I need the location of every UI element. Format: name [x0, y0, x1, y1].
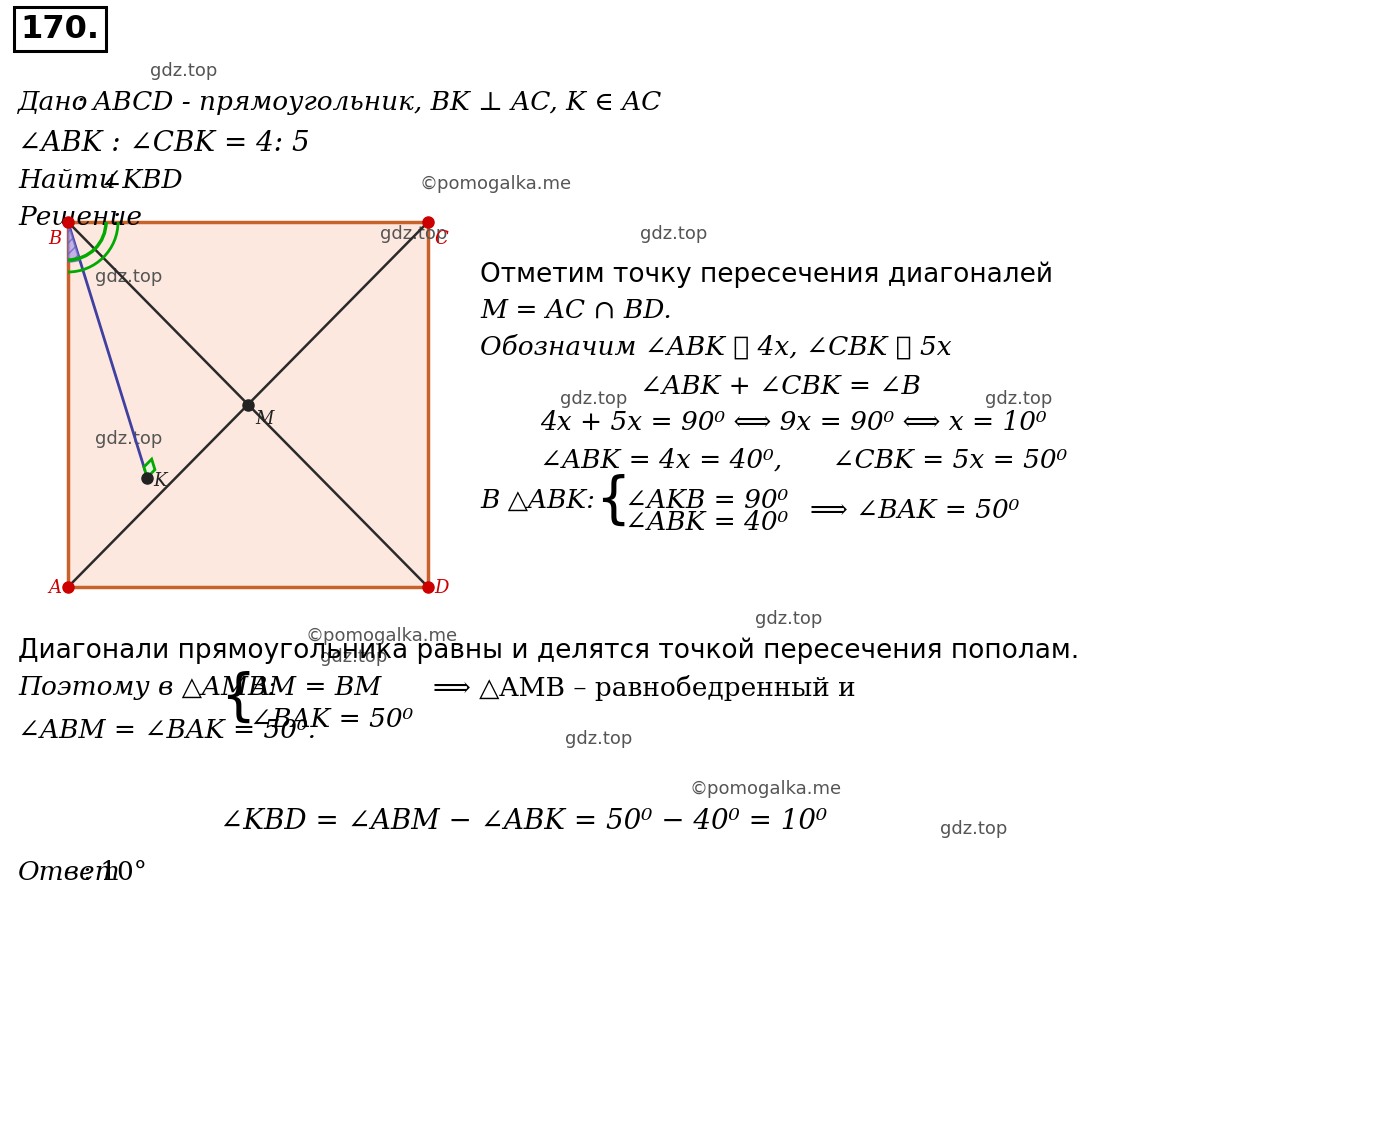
Text: D: D [434, 579, 448, 597]
Text: : ABCD - прямоугольник, BK ⊥ AC, K ∈ AC: : ABCD - прямоугольник, BK ⊥ AC, K ∈ AC [76, 90, 661, 115]
Text: gdz.top: gdz.top [95, 268, 162, 286]
Text: Обозначим ∠ABK ≝ 4x, ∠CBK ≝ 5x: Обозначим ∠ABK ≝ 4x, ∠CBK ≝ 5x [480, 334, 952, 359]
Text: gdz.top: gdz.top [939, 820, 1008, 838]
Text: B: B [48, 230, 62, 248]
Text: В △ABK:: В △ABK: [480, 488, 595, 513]
Text: ©pomogalka.me: ©pomogalka.me [305, 627, 458, 645]
Text: Отметим точку пересечения диагоналей: Отметим точку пересечения диагоналей [480, 262, 1053, 289]
Text: M = AC ∩ BD.: M = AC ∩ BD. [480, 298, 672, 323]
Text: Поэтому в △AMB:: Поэтому в △AMB: [18, 675, 276, 700]
Text: ∠ABK : ∠CBK = 4: 5: ∠ABK : ∠CBK = 4: 5 [18, 130, 309, 157]
Text: gdz.top: gdz.top [95, 430, 162, 448]
Text: Дано: Дано [18, 90, 88, 115]
Text: ⟹ △AMB – равнобедренный и: ⟹ △AMB – равнобедренный и [433, 675, 855, 701]
Text: 170.: 170. [21, 14, 99, 44]
Text: Диагонали прямоугольника равны и делятся точкой пересечения пополам.: Диагонали прямоугольника равны и делятся… [18, 638, 1079, 665]
Text: Найти: Найти [18, 168, 116, 193]
Text: ⟹ ∠BAK = 50⁰: ⟹ ∠BAK = 50⁰ [811, 498, 1019, 523]
Text: AM = BM: AM = BM [251, 675, 381, 700]
Text: A: A [48, 579, 62, 597]
Text: gdz.top: gdz.top [986, 390, 1053, 408]
Text: gdz.top: gdz.top [321, 648, 388, 666]
Text: gdz.top: gdz.top [755, 610, 822, 628]
Text: 4x + 5x = 90⁰ ⟺ 9x = 90⁰ ⟺ x = 10⁰: 4x + 5x = 90⁰ ⟺ 9x = 90⁰ ⟺ x = 10⁰ [540, 410, 1047, 435]
Text: ∠ABM = ∠BAK = 50⁰.: ∠ABM = ∠BAK = 50⁰. [18, 718, 316, 743]
Text: {: { [220, 671, 255, 725]
Text: {: { [595, 474, 630, 528]
Text: :: : [111, 205, 120, 230]
Polygon shape [69, 222, 80, 262]
Text: ©pomogalka.me: ©pomogalka.me [420, 175, 573, 193]
Text: Решение: Решение [18, 205, 141, 230]
Text: Ответ: Ответ [18, 860, 120, 885]
Text: ∠BAK = 50⁰: ∠BAK = 50⁰ [251, 707, 413, 732]
Text: gdz.top: gdz.top [379, 225, 448, 243]
Polygon shape [69, 222, 428, 587]
Text: ∠ABK = 4x = 40⁰,      ∠CBK = 5x = 50⁰: ∠ABK = 4x = 40⁰, ∠CBK = 5x = 50⁰ [540, 448, 1067, 473]
Text: gdz.top: gdz.top [150, 62, 217, 80]
Text: C: C [434, 230, 448, 248]
Text: gdz.top: gdz.top [566, 730, 633, 749]
Text: ∠AKB = 90⁰: ∠AKB = 90⁰ [624, 488, 788, 513]
Polygon shape [144, 460, 155, 478]
Text: K: K [153, 472, 167, 490]
Text: gdz.top: gdz.top [640, 225, 707, 243]
Text: gdz.top: gdz.top [560, 390, 627, 408]
Text: ©pomogalka.me: ©pomogalka.me [690, 780, 843, 798]
Text: M: M [255, 411, 273, 429]
Text: ∠ABK + ∠CBK = ∠B: ∠ABK + ∠CBK = ∠B [640, 374, 921, 399]
FancyBboxPatch shape [14, 7, 106, 51]
Text: ∠ABK = 40⁰: ∠ABK = 40⁰ [624, 510, 788, 535]
Text: : 10°: : 10° [83, 860, 147, 885]
Text: ∠KBD = ∠ABM − ∠ABK = 50⁰ − 40⁰ = 10⁰: ∠KBD = ∠ABM − ∠ABK = 50⁰ − 40⁰ = 10⁰ [220, 808, 827, 835]
Text: : ∠KBD: : ∠KBD [83, 168, 182, 193]
